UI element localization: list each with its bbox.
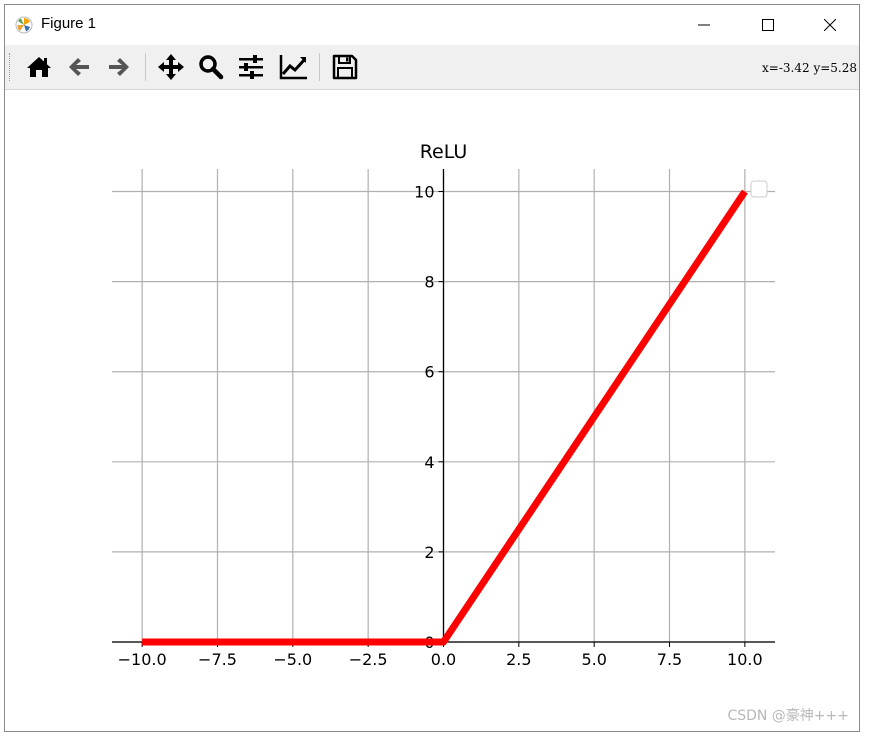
x-tick-label: 2.5 <box>506 650 531 669</box>
x-tick-label: 5.0 <box>581 650 606 669</box>
figure-canvas[interactable]: −10.0 −7.5 −5.0 −2.5 0.0 2.5 5.0 7.5 10.0 0 2 4 6 8 10… <box>5 90 859 731</box>
edit-axis-button[interactable] <box>277 52 309 82</box>
y-tick-label: 10 <box>414 183 434 202</box>
x-tick-label: −5.0 <box>273 650 312 669</box>
legend-box <box>750 180 768 198</box>
toolbar-separator <box>145 53 146 81</box>
zoom-magnifier-icon <box>199 55 224 80</box>
configure-subplots-button[interactable] <box>235 52 267 82</box>
save-button[interactable] <box>329 52 361 82</box>
y-tick-label: 4 <box>424 453 434 472</box>
relu-line <box>142 189 748 646</box>
figure-window: Figure 1 <box>4 4 860 732</box>
chart-title: ReLU <box>420 141 468 163</box>
matplotlib-logo-icon <box>15 16 33 34</box>
y-tick-label: 2 <box>424 543 434 562</box>
y-tick-label: 6 <box>424 363 434 382</box>
back-arrow-icon <box>69 58 89 76</box>
cursor-coordinates: x=-3.42 y=5.28 <box>762 61 857 75</box>
toolbar-grip <box>9 53 13 81</box>
window-title: Figure 1 <box>41 15 97 32</box>
home-icon <box>27 57 51 77</box>
x-tick-label: 7.5 <box>657 650 682 669</box>
save-floppy-icon <box>332 54 358 80</box>
pan-move-icon <box>158 54 184 80</box>
navigation-toolbar: x=-3.42 y=5.28 <box>5 45 859 90</box>
relu-chart[interactable]: −10.0 −7.5 −5.0 −2.5 0.0 2.5 5.0 7.5 10.00246810… <box>5 90 859 731</box>
close-button[interactable] <box>807 5 853 45</box>
x-tick-label: −7.5 <box>198 650 237 669</box>
edit-axis-curves-icon <box>279 55 307 80</box>
toolbar-separator <box>319 53 320 81</box>
forward-button[interactable] <box>103 52 135 82</box>
x-tick-label: −10.0 <box>118 650 167 669</box>
close-icon <box>824 19 836 31</box>
watermark: CSDN @豪神+++ <box>727 708 849 724</box>
title-bar[interactable]: Figure 1 <box>5 5 859 45</box>
zoom-button[interactable] <box>195 52 227 82</box>
back-button[interactable] <box>63 52 95 82</box>
x-tick-label: 10.0 <box>727 650 763 669</box>
x-tick-label: 0.0 <box>431 650 456 669</box>
subplots-sliders-icon <box>239 55 263 79</box>
home-button[interactable] <box>23 52 55 82</box>
y-tick-label: 8 <box>424 273 434 292</box>
maximize-icon <box>762 19 774 31</box>
pan-button[interactable] <box>155 52 187 82</box>
forward-arrow-icon <box>109 58 129 76</box>
x-tick-label: −2.5 <box>349 650 388 669</box>
maximize-button[interactable] <box>745 5 791 45</box>
minimize-button[interactable] <box>681 5 727 45</box>
minimize-icon <box>698 24 710 26</box>
